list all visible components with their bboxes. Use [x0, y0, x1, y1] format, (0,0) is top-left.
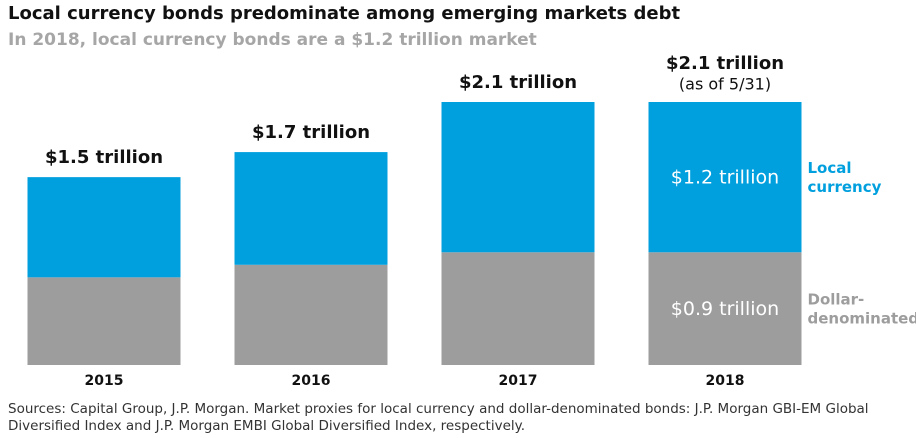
- legend-label: Dollar-denominated: [808, 290, 916, 327]
- bar-segment: [441, 102, 595, 253]
- total-label: $2.1 trillion: [459, 72, 577, 93]
- bar-segment: [27, 177, 181, 278]
- x-tick-label: 2015: [85, 373, 124, 389]
- source-note: Sources: Capital Group, J.P. Morgan. Mar…: [8, 401, 869, 434]
- value-label: $0.9 trillion: [671, 298, 779, 320]
- bar-segment: [234, 152, 388, 265]
- x-tick-label: 2017: [499, 373, 538, 389]
- bar-segment: [234, 264, 388, 365]
- value-label: $1.2 trillion: [671, 167, 779, 189]
- total-label: $1.7 trillion: [252, 122, 370, 143]
- bar-segment: [648, 102, 802, 253]
- x-tick-label: 2018: [706, 373, 745, 389]
- chart: Local currency bonds predominate among e…: [8, 3, 916, 389]
- total-label: $1.5 trillion: [45, 147, 163, 168]
- bar-segment: [648, 252, 802, 365]
- chart-subtitle: In 2018, local currency bonds are a $1.2…: [8, 30, 537, 50]
- chart-title: Local currency bonds predominate among e…: [8, 3, 680, 24]
- bar-segment: [441, 252, 595, 365]
- annotation: (as of 5/31): [679, 75, 771, 94]
- total-label: $2.1 trillion: [666, 53, 784, 74]
- x-tick-label: 2016: [292, 373, 331, 389]
- legend-label: Local currency: [808, 159, 882, 196]
- bar-segment: [27, 277, 181, 365]
